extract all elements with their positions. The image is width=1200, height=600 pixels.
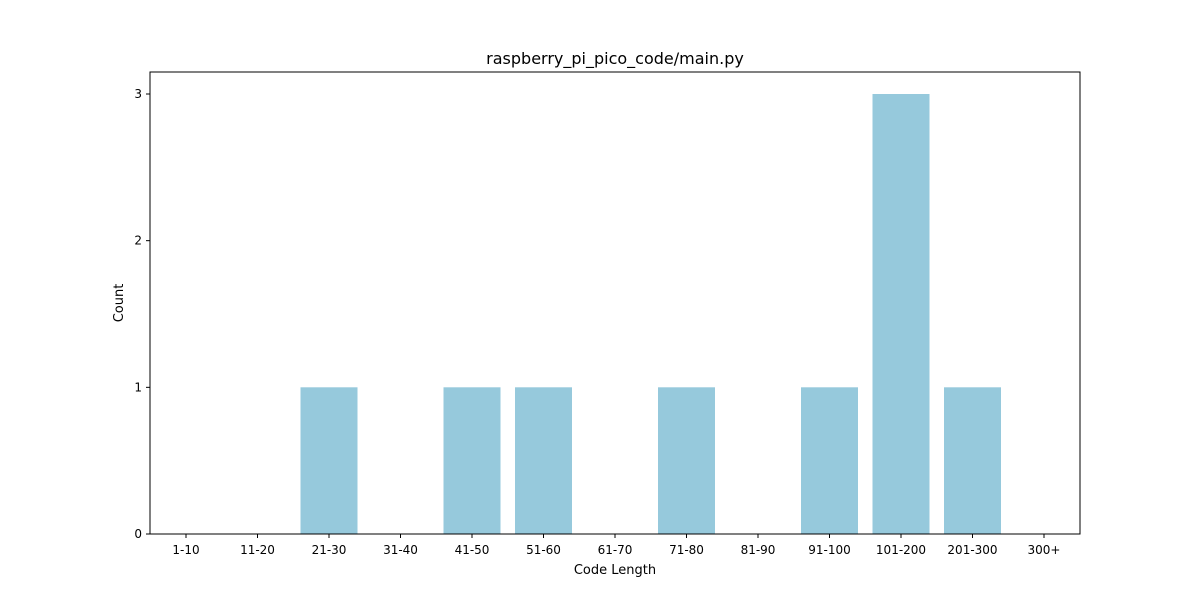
x-tick-label: 81-90 bbox=[741, 543, 776, 557]
y-ticks-group: 0 1 2 3 bbox=[134, 87, 150, 541]
x-ticks-group: 1-10 11-20 21-30 31-40 41-50 51-60 61-70 71-80 8… bbox=[172, 534, 1060, 557]
bar-101-200 bbox=[872, 94, 930, 534]
x-axis-label: Code Length bbox=[574, 563, 656, 578]
x-tick-label: 21-30 bbox=[312, 543, 347, 557]
x-tick-label: 91-100 bbox=[808, 543, 851, 557]
bar-21-30 bbox=[300, 387, 358, 534]
plot-frame bbox=[149, 71, 1081, 535]
bar-91-100 bbox=[801, 387, 858, 534]
bar-71-80 bbox=[658, 387, 715, 534]
y-tick-label: 1 bbox=[134, 380, 142, 394]
bar-41-50 bbox=[443, 387, 501, 534]
y-axis-label: Count bbox=[112, 284, 127, 323]
x-tick-label: 300+ bbox=[1028, 543, 1061, 557]
y-tick-label: 3 bbox=[134, 87, 142, 101]
x-tick-label: 11-20 bbox=[240, 543, 275, 557]
x-tick-label: 61-70 bbox=[598, 543, 633, 557]
bar-201-300 bbox=[944, 387, 1001, 534]
x-tick-label: 1-10 bbox=[172, 543, 199, 557]
x-tick-label: 41-50 bbox=[455, 543, 490, 557]
x-tick-label: 101-200 bbox=[876, 543, 926, 557]
chart-title: raspberry_pi_pico_code/main.py bbox=[486, 49, 744, 69]
bar-51-60 bbox=[515, 387, 572, 534]
x-tick-label: 51-60 bbox=[526, 543, 561, 557]
y-tick-label: 2 bbox=[134, 234, 142, 248]
y-tick-label: 0 bbox=[134, 527, 142, 541]
x-tick-label: 71-80 bbox=[669, 543, 704, 557]
x-tick-label: 31-40 bbox=[383, 543, 418, 557]
x-tick-label: 201-300 bbox=[947, 543, 997, 557]
bars-group bbox=[300, 94, 1001, 534]
